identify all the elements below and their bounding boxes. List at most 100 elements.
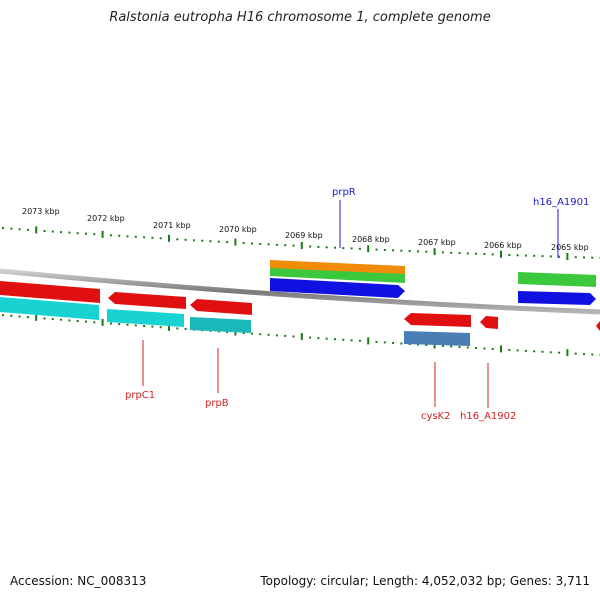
minor-tick bbox=[118, 234, 121, 237]
minor-tick bbox=[317, 337, 320, 340]
gene-label-prpC1[interactable]: prpC1 bbox=[125, 390, 155, 401]
gene-cysK2[interactable] bbox=[404, 313, 471, 327]
minor-tick bbox=[558, 255, 561, 258]
gene-steel[interactable] bbox=[404, 331, 470, 346]
minor-tick bbox=[26, 316, 29, 319]
minor-tick bbox=[458, 252, 461, 255]
minor-tick bbox=[400, 249, 403, 252]
gene-teal[interactable] bbox=[190, 317, 251, 333]
minor-tick bbox=[383, 249, 386, 251]
major-tick bbox=[35, 313, 38, 321]
minor-tick bbox=[275, 334, 278, 337]
map-title: Ralstonia eutropha H16 chromosome 1, com… bbox=[109, 10, 491, 25]
gene-cyan-mid[interactable] bbox=[107, 309, 184, 327]
scale-label-2071: 2071 kbp bbox=[153, 221, 191, 230]
minor-tick bbox=[209, 240, 212, 243]
minor-tick bbox=[491, 253, 494, 256]
gene-prpB[interactable] bbox=[190, 299, 252, 315]
minor-tick bbox=[109, 322, 112, 325]
minor-tick bbox=[358, 247, 361, 250]
minor-tick bbox=[18, 228, 21, 231]
minor-tick bbox=[325, 337, 328, 340]
gene-green-prpR-row[interactable] bbox=[270, 268, 405, 283]
minor-tick bbox=[417, 250, 419, 253]
minor-tick bbox=[259, 333, 262, 336]
minor-tick bbox=[383, 341, 386, 344]
scale-ticks-lower bbox=[2, 313, 600, 357]
minor-tick bbox=[60, 231, 63, 234]
minor-tick bbox=[483, 253, 486, 255]
gene-h16-A1901[interactable] bbox=[518, 291, 596, 305]
minor-tick bbox=[2, 314, 4, 317]
gene-prpC1[interactable] bbox=[108, 292, 186, 309]
gene-prpR[interactable] bbox=[270, 278, 405, 298]
minor-tick bbox=[549, 255, 552, 258]
minor-tick bbox=[508, 254, 511, 256]
minor-tick bbox=[143, 236, 146, 239]
minor-tick bbox=[10, 314, 13, 317]
gene-label-prpB[interactable]: prpB bbox=[205, 398, 229, 409]
scale-label-2067: 2067 kbp bbox=[418, 238, 456, 247]
gene-red-left-1[interactable] bbox=[0, 281, 100, 303]
scale-label-2070: 2070 kbp bbox=[219, 225, 257, 234]
scale-label-2068: 2068 kbp bbox=[352, 235, 390, 244]
minor-tick bbox=[259, 242, 262, 245]
minor-tick bbox=[184, 328, 187, 330]
minor-tick bbox=[217, 240, 220, 243]
minor-tick bbox=[26, 228, 29, 231]
major-tick bbox=[300, 333, 303, 341]
minor-tick bbox=[325, 246, 328, 249]
minor-tick bbox=[251, 242, 253, 245]
minor-tick bbox=[267, 333, 270, 336]
minor-tick bbox=[574, 256, 577, 259]
minor-tick bbox=[475, 347, 478, 349]
minor-tick bbox=[159, 326, 162, 329]
minor-tick bbox=[541, 350, 544, 353]
minor-tick bbox=[583, 256, 585, 259]
minor-tick bbox=[425, 250, 428, 253]
gene-label-cysK2[interactable]: cysK2 bbox=[421, 411, 451, 422]
minor-tick bbox=[558, 351, 561, 354]
gene-label-h16-A1902[interactable]: h16_A1902 bbox=[460, 411, 516, 422]
major-tick bbox=[234, 238, 237, 246]
label-pointers bbox=[142, 200, 559, 408]
minor-tick bbox=[275, 243, 278, 246]
scale-label-2073: 2073 kbp bbox=[22, 207, 60, 216]
genome-stats-text: Topology: circular; Length: 4,052,032 bp… bbox=[260, 574, 590, 588]
gene-label-h16-A1901[interactable]: h16_A1901 bbox=[533, 197, 589, 208]
minor-tick bbox=[10, 227, 13, 230]
major-tick bbox=[35, 226, 38, 234]
major-tick bbox=[168, 323, 170, 331]
minor-tick bbox=[458, 346, 461, 348]
gene-cyan-left[interactable] bbox=[0, 297, 99, 320]
major-tick bbox=[367, 337, 370, 345]
minor-tick bbox=[242, 242, 245, 244]
major-tick bbox=[367, 245, 370, 253]
major-tick bbox=[168, 234, 170, 242]
minor-tick bbox=[176, 238, 179, 241]
minor-tick bbox=[68, 231, 71, 234]
gene-orange[interactable] bbox=[270, 260, 405, 275]
minor-tick bbox=[51, 230, 54, 233]
minor-tick bbox=[508, 348, 511, 351]
minor-tick bbox=[392, 249, 395, 252]
minor-tick bbox=[466, 252, 469, 255]
minor-tick bbox=[516, 254, 519, 257]
scale-labels: 2073 kbp 2072 kbp 2071 kbp 2070 kbp 2069… bbox=[22, 207, 589, 252]
minor-tick bbox=[76, 232, 79, 235]
scale-label-2066: 2066 kbp bbox=[484, 241, 522, 250]
minor-tick bbox=[408, 250, 411, 252]
scale-label-2065: 2065 kbp bbox=[551, 243, 589, 252]
gene-green-right[interactable] bbox=[518, 272, 596, 287]
minor-tick bbox=[516, 349, 519, 352]
minor-tick bbox=[441, 345, 444, 347]
minor-tick bbox=[350, 339, 353, 342]
minor-tick bbox=[226, 241, 229, 244]
gene-label-prpR[interactable]: prpR bbox=[332, 187, 356, 198]
gene-h16-A1902[interactable] bbox=[480, 316, 498, 329]
minor-tick bbox=[350, 247, 353, 250]
gene-red-edge[interactable] bbox=[596, 321, 600, 331]
minor-tick bbox=[342, 338, 345, 341]
